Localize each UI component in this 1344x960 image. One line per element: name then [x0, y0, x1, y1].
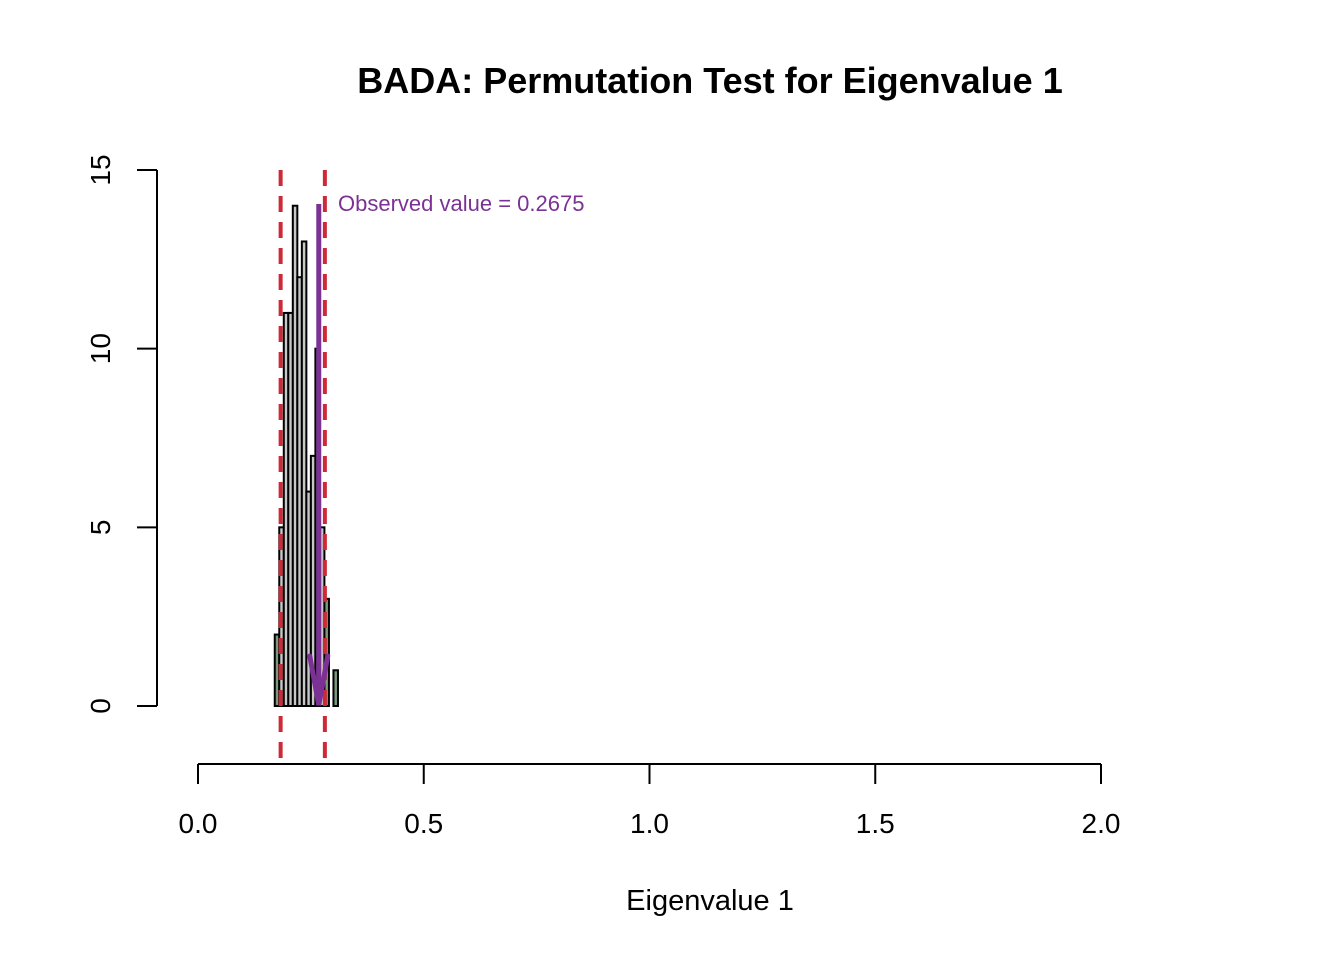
x-tick-label-3: 1.5	[856, 808, 895, 839]
y-tick-label-2: 10	[85, 333, 116, 364]
x-tick-label-1: 0.5	[404, 808, 443, 839]
observed-value-annotation: Observed value = 0.2675	[338, 191, 584, 216]
observed-value-marker	[307, 204, 331, 706]
y-tick-label-1: 5	[85, 520, 116, 536]
histogram-bar-6	[300, 240, 308, 707]
observed-value-arrow-head	[307, 653, 331, 706]
chart-title: BADA: Permutation Test for Eigenvalue 1	[357, 60, 1062, 101]
x-axis: 0.0 0.5 1.0 1.5 2.0	[179, 763, 1121, 839]
histogram-bars	[273, 204, 339, 707]
y-axis: 0 5 10 15	[85, 154, 158, 714]
x-tick-label-2: 1.0	[630, 808, 669, 839]
x-tick-label-0: 0.0	[179, 808, 218, 839]
histogram-bar-13	[332, 669, 339, 707]
y-tick-label-3: 15	[85, 154, 116, 185]
x-tick-label-4: 2.0	[1082, 808, 1121, 839]
x-axis-label: Eigenvalue 1	[626, 885, 794, 917]
y-tick-label-0: 0	[85, 698, 116, 714]
